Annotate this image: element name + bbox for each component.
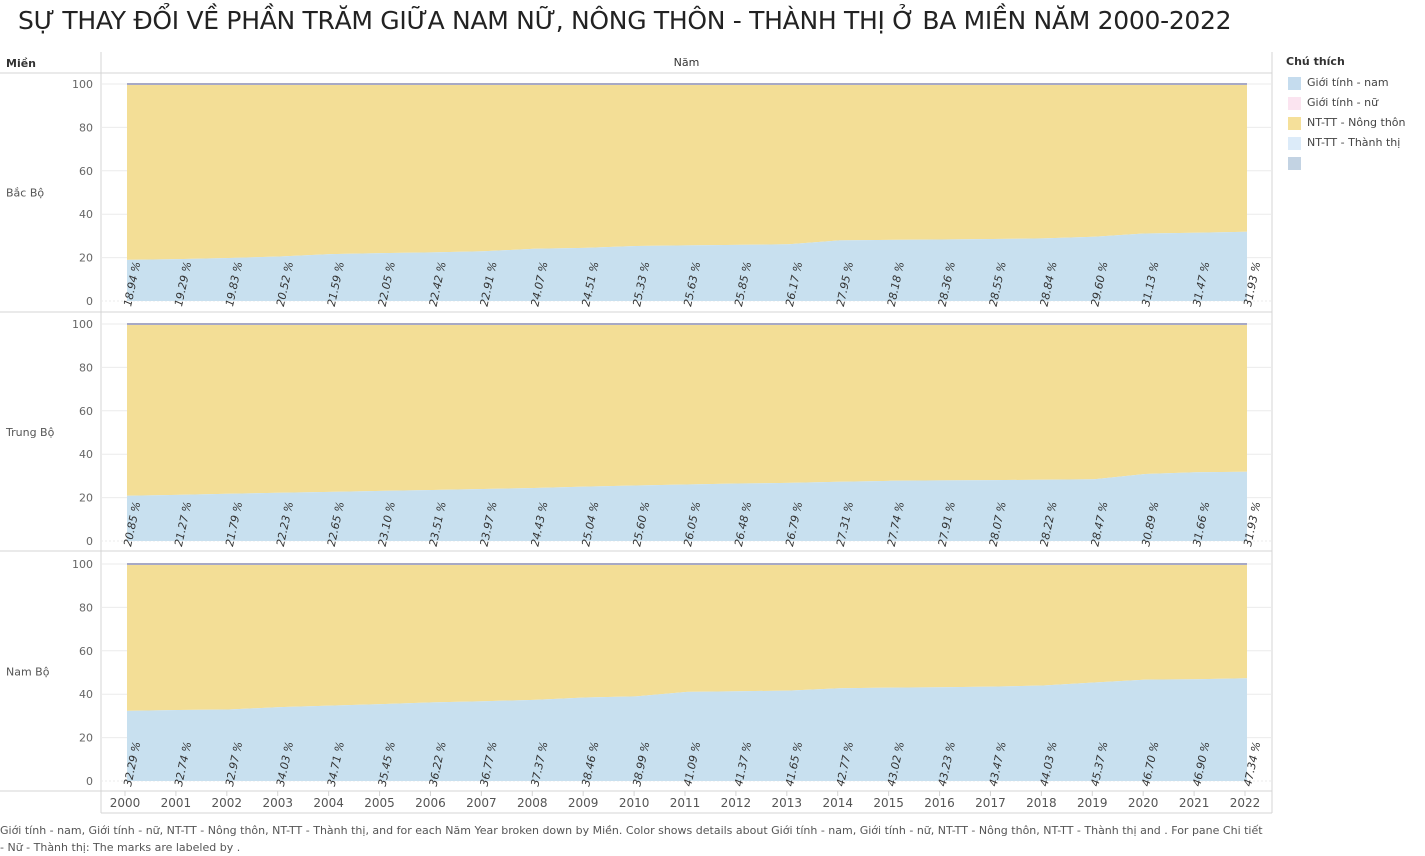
y-tick-label: 0 bbox=[86, 295, 93, 308]
x-tick-label: 2002 bbox=[212, 796, 243, 810]
legend-item-gioi-tinh-nam[interactable]: Giới tính - nam bbox=[1286, 74, 1421, 94]
chart-title: SỰ THAY ĐỔI VỀ PHẦN TRĂM GIỮA NAM NỮ, NÔ… bbox=[18, 6, 1232, 35]
x-tick-label: 2019 bbox=[1077, 796, 1108, 810]
x-tick-label: 2017 bbox=[975, 796, 1006, 810]
y-tick-label: 40 bbox=[79, 208, 93, 221]
x-tick-label: 2013 bbox=[772, 796, 803, 810]
x-tick-label: 2018 bbox=[1026, 796, 1057, 810]
y-tick-label: 20 bbox=[79, 252, 93, 265]
x-tick-label: 2001 bbox=[161, 796, 192, 810]
y-tick-label: 20 bbox=[79, 492, 93, 505]
legend[interactable]: Chú thích Giới tính - nam Giới tính - nữ… bbox=[1286, 55, 1421, 174]
x-tick-label: 2006 bbox=[415, 796, 446, 810]
legend-item-gioi-tinh-nu[interactable]: Giới tính - nữ bbox=[1286, 94, 1421, 114]
y-tick-label: 80 bbox=[79, 601, 93, 614]
y-tick-label: 20 bbox=[79, 732, 93, 745]
row-label: Nam Bộ bbox=[6, 666, 50, 679]
y-tick-label: 60 bbox=[79, 645, 93, 658]
x-tick-label: 2020 bbox=[1128, 796, 1159, 810]
y-tick-label: 60 bbox=[79, 405, 93, 418]
y-tick-label: 80 bbox=[79, 361, 93, 374]
legend-swatch bbox=[1288, 97, 1301, 110]
y-tick-label: 0 bbox=[86, 535, 93, 548]
x-tick-label: 2005 bbox=[364, 796, 395, 810]
x-tick-label: 2010 bbox=[619, 796, 650, 810]
y-tick-label: 40 bbox=[79, 688, 93, 701]
legend-label: NT-TT - Nông thôn bbox=[1307, 116, 1406, 129]
legend-label: Giới tính - nữ bbox=[1307, 96, 1379, 109]
area-thanh-thi bbox=[127, 471, 1247, 541]
area-thanh-thi bbox=[127, 231, 1247, 301]
x-tick-label: 2012 bbox=[721, 796, 752, 810]
legend-item-unnamed[interactable] bbox=[1286, 154, 1421, 174]
legend-item-thanh-thi[interactable]: NT-TT - Thành thị bbox=[1286, 134, 1421, 154]
x-tick-label: 2016 bbox=[924, 796, 955, 810]
x-tick-label: 2003 bbox=[262, 796, 293, 810]
row-header-label: Miền bbox=[6, 57, 36, 70]
x-tick-label: 2007 bbox=[466, 796, 497, 810]
legend-label: Giới tính - nam bbox=[1307, 76, 1389, 89]
x-tick-label: 2021 bbox=[1179, 796, 1210, 810]
legend-label: NT-TT - Thành thị bbox=[1307, 136, 1401, 149]
x-tick-label: 2008 bbox=[517, 796, 548, 810]
area-nong-thon bbox=[127, 84, 1247, 260]
x-tick-label: 2000 bbox=[110, 796, 141, 810]
x-tick-label: 2015 bbox=[873, 796, 904, 810]
legend-swatch bbox=[1288, 137, 1301, 150]
legend-swatch bbox=[1288, 157, 1301, 170]
legend-swatch bbox=[1288, 117, 1301, 130]
column-header-label: Năm bbox=[674, 56, 700, 69]
x-tick-label: 2009 bbox=[568, 796, 599, 810]
y-tick-label: 80 bbox=[79, 121, 93, 134]
x-tick-label: 2022 bbox=[1230, 796, 1261, 810]
caption: Giới tính - nam, Giới tính - nữ, NT-TT -… bbox=[0, 824, 1263, 854]
row-label: Trung Bộ bbox=[5, 426, 55, 439]
area-nong-thon bbox=[127, 564, 1247, 711]
y-tick-label: 60 bbox=[79, 165, 93, 178]
x-tick-label: 2011 bbox=[670, 796, 701, 810]
y-tick-label: 100 bbox=[72, 318, 93, 331]
y-tick-label: 100 bbox=[72, 78, 93, 91]
legend-item-nong-thon[interactable]: NT-TT - Nông thôn bbox=[1286, 114, 1421, 134]
row-label: Bắc Bộ bbox=[6, 187, 44, 200]
y-tick-label: 40 bbox=[79, 448, 93, 461]
x-tick-label: 2014 bbox=[822, 796, 853, 810]
legend-title: Chú thích bbox=[1286, 55, 1345, 68]
area-thanh-thi bbox=[127, 678, 1247, 781]
header-row bbox=[0, 52, 1272, 73]
area-nong-thon bbox=[127, 324, 1247, 496]
y-tick-label: 100 bbox=[72, 558, 93, 571]
y-tick-label: 0 bbox=[86, 775, 93, 788]
x-tick-label: 2004 bbox=[313, 796, 344, 810]
legend-swatch bbox=[1288, 77, 1301, 90]
